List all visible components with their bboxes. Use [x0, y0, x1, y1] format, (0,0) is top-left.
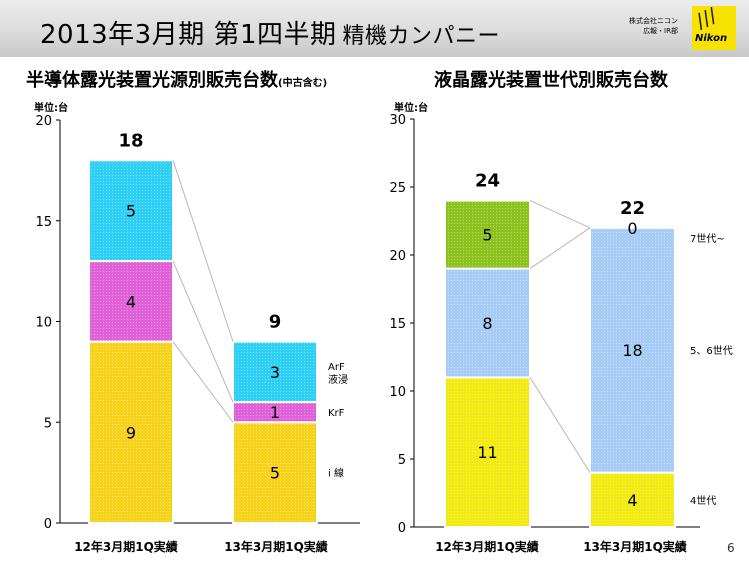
connector-line	[172, 260, 234, 403]
chart-1-title-note: (中古含む)	[278, 78, 328, 89]
company-name: 株式会社ニコン 広報・IR部	[598, 16, 678, 36]
legend-label: 液浸	[328, 373, 348, 386]
legend-label: KrF	[328, 408, 345, 419]
data-label: 3	[270, 363, 280, 382]
legend-label: i 線	[328, 467, 344, 480]
company-line-1: 株式会社ニコン	[629, 17, 678, 25]
category-label: 13年3月期1Q実績	[583, 539, 687, 554]
y-tick-label: 10	[35, 316, 52, 331]
data-label: 0	[627, 219, 637, 238]
y-tick-label: 5	[398, 453, 406, 468]
data-label: 5	[126, 202, 136, 221]
chart-2-title: 液晶露光装置世代別販売台数	[434, 66, 668, 92]
total-label: 9	[269, 312, 282, 333]
data-label: 5	[270, 464, 280, 483]
total-label: 22	[620, 198, 645, 219]
company-line-2: 広報・IR部	[643, 27, 678, 35]
total-label: 18	[118, 130, 143, 151]
y-tick-label: 20	[389, 249, 406, 264]
legend-label: 4世代	[690, 495, 716, 507]
bar-segment-texture	[89, 261, 173, 342]
logo-text: Nikon	[695, 33, 728, 44]
data-label: 4	[627, 491, 637, 510]
legend-label: ArF	[328, 362, 345, 373]
data-label: 11	[477, 443, 497, 462]
connector-line	[529, 227, 591, 270]
legend-label: 7世代~	[690, 233, 725, 245]
page-number: 6	[727, 541, 735, 555]
chart-2-unit-label: 単位:台	[394, 103, 428, 114]
total-label: 24	[475, 171, 500, 192]
subtitle-text: 精機カンパニー	[342, 24, 501, 49]
connector-line	[529, 200, 591, 229]
chart-1-title-text: 半導体露光装置光源別販売台数	[26, 70, 278, 91]
y-tick-label: 20	[35, 114, 52, 129]
y-tick-label: 15	[35, 215, 52, 230]
chart-1-title: 半導体露光装置光源別販売台数(中古含む)	[26, 66, 327, 92]
y-tick-label: 5	[44, 416, 52, 431]
legend-label: 5、6世代	[690, 345, 733, 357]
bar-segment-texture	[89, 160, 173, 262]
bar-segment-texture	[445, 377, 530, 527]
data-label: 9	[126, 423, 136, 442]
bar-segment-texture	[89, 341, 173, 523]
nikon-logo: /// Nikon	[692, 3, 736, 50]
bar-segment-texture	[590, 472, 675, 527]
category-label: 13年3月期1Q実績	[224, 539, 328, 554]
data-label: 4	[126, 292, 136, 311]
connector-line	[172, 160, 234, 342]
bar-segment-texture	[445, 200, 530, 269]
page-title: 2013年3月期 第1四半期 精機カンパニー	[40, 14, 500, 51]
title-bar: 2013年3月期 第1四半期 精機カンパニー 株式会社ニコン 広報・IR部 ///…	[0, 0, 749, 57]
category-label: 12年3月期1Q実績	[435, 539, 539, 554]
data-label: 1	[270, 403, 280, 422]
y-tick-label: 10	[389, 385, 406, 400]
connector-line	[529, 377, 591, 473]
bar-segment-texture	[445, 268, 530, 378]
y-tick-label: 15	[389, 317, 406, 332]
chart-1-unit-label: 単位:台	[34, 103, 68, 114]
connector-line	[172, 341, 234, 423]
y-tick-label: 0	[44, 517, 52, 532]
y-tick-label: 0	[398, 521, 406, 536]
chart-2-title-text: 液晶露光装置世代別販売台数	[434, 70, 668, 91]
y-tick-label: 25	[389, 181, 406, 196]
title-text: 2013年3月期 第1四半期	[40, 20, 337, 50]
bar-segment-texture	[233, 341, 317, 403]
data-label: 5	[482, 226, 492, 245]
data-label: 18	[622, 341, 642, 360]
category-label: 12年3月期1Q実績	[74, 539, 178, 554]
y-tick-label: 30	[389, 113, 406, 128]
data-label: 8	[482, 314, 492, 333]
bar-segment-texture	[233, 422, 317, 523]
bar-segment-texture	[233, 402, 317, 423]
bar-segment-texture	[590, 227, 675, 473]
